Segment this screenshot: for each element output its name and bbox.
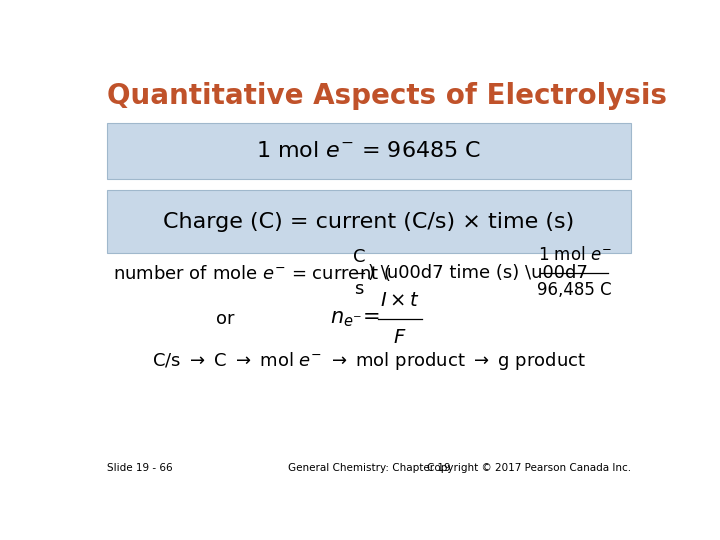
FancyBboxPatch shape: [107, 123, 631, 179]
FancyBboxPatch shape: [107, 190, 631, 253]
Text: s: s: [354, 280, 364, 298]
Text: or: or: [217, 310, 235, 328]
Text: Copyright © 2017 Pearson Canada Inc.: Copyright © 2017 Pearson Canada Inc.: [427, 463, 631, 473]
Text: Quantitative Aspects of Electrolysis: Quantitative Aspects of Electrolysis: [107, 82, 667, 110]
Text: $I \times t$: $I \times t$: [380, 291, 420, 309]
Text: $n_{e^{-}}$=: $n_{e^{-}}$=: [330, 309, 380, 329]
Text: 96,485 C: 96,485 C: [537, 281, 612, 299]
Text: General Chemistry: Chapter 19: General Chemistry: Chapter 19: [288, 463, 450, 473]
Text: $F$: $F$: [393, 328, 407, 347]
Text: C: C: [353, 248, 365, 266]
Text: Slide 19 - 66: Slide 19 - 66: [107, 463, 173, 473]
Text: number of mole $e^{-}$ = current (: number of mole $e^{-}$ = current (: [113, 262, 391, 283]
Text: Charge (C) = current (C/s) × time (s): Charge (C) = current (C/s) × time (s): [163, 212, 575, 232]
Text: 1 mol $e^{-}$ = 96485 C: 1 mol $e^{-}$ = 96485 C: [256, 141, 482, 161]
Text: 1 mol $e^{-}$: 1 mol $e^{-}$: [538, 246, 611, 264]
Text: C/s $\rightarrow$ C $\rightarrow$ mol $e^{-}$ $\rightarrow$ mol product $\righta: C/s $\rightarrow$ C $\rightarrow$ mol $e…: [152, 350, 586, 372]
Text: ) \u00d7 time (s) \u00d7: ) \u00d7 time (s) \u00d7: [368, 264, 588, 282]
